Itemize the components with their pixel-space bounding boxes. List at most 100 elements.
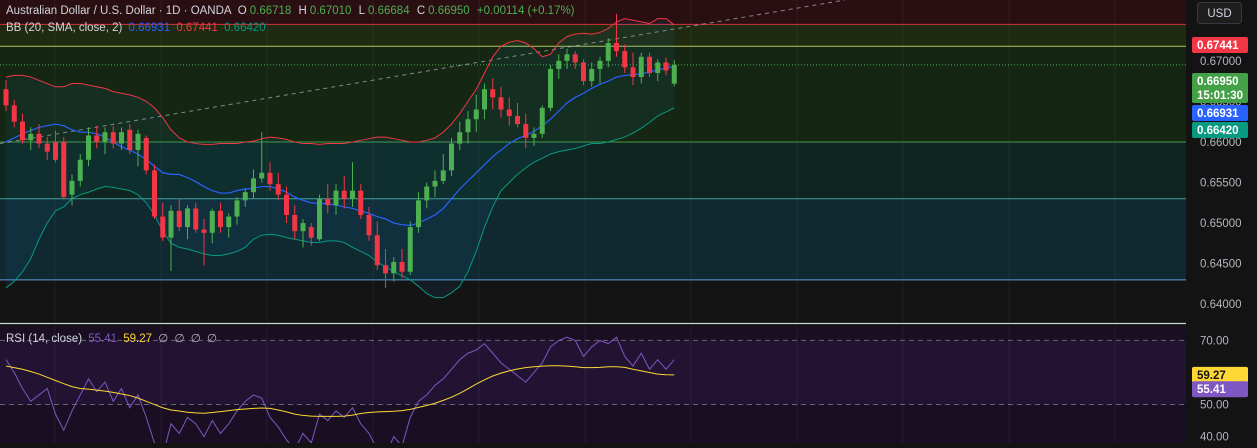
- candle-body: [308, 227, 314, 238]
- candle-body: [36, 133, 42, 144]
- candle-body: [135, 133, 141, 151]
- candle-body: [341, 190, 347, 199]
- rsi-extra-1: ∅: [158, 333, 169, 345]
- price-zone-band: [0, 46, 1186, 142]
- rsi-line: [5, 336, 675, 448]
- candle-body: [589, 68, 595, 82]
- bb-name[interactable]: BB (20, SMA, close, 2): [6, 22, 123, 34]
- candle-body: [152, 170, 157, 217]
- open-value: 0.66718: [249, 5, 292, 17]
- candle-body: [663, 62, 669, 71]
- candle-body: [143, 137, 149, 171]
- candle-body: [622, 51, 628, 68]
- candle-body: [358, 190, 364, 215]
- change-value: +0.00114 (+0.17%): [476, 5, 575, 17]
- candle-body: [160, 216, 166, 238]
- bb-legend[interactable]: BB (20, SMA, close, 2) 0.66931 0.67441 0…: [6, 21, 269, 35]
- price-tick-label: 0.67000: [1200, 56, 1242, 68]
- candle-body: [548, 68, 553, 108]
- candle-body: [94, 135, 100, 142]
- trendline: [0, 0, 846, 145]
- candle-body: [11, 105, 17, 122]
- rsi-tag-text: 55.41: [1197, 384, 1226, 396]
- last-price-tag-text: 0.66950: [1197, 76, 1239, 88]
- candle-body: [556, 60, 562, 69]
- price-tick-label: 0.65000: [1200, 218, 1242, 230]
- candle-body: [209, 210, 215, 233]
- candle-body: [605, 42, 611, 61]
- candle-body: [176, 210, 182, 228]
- candle-body: [119, 132, 124, 144]
- high-label: H: [298, 5, 307, 17]
- candle-body: [655, 62, 661, 73]
- candle-body: [242, 192, 248, 201]
- candle-body: [317, 198, 322, 240]
- bb-basis-line: [5, 65, 675, 227]
- candle-body: [630, 67, 636, 78]
- candle-body: [251, 178, 256, 193]
- candle-body: [20, 121, 25, 141]
- currency-button[interactable]: USD: [1197, 2, 1242, 24]
- rsi-ma-tag: [1192, 366, 1248, 383]
- bb-upper-value: 0.67441: [176, 22, 218, 34]
- candle-body: [473, 109, 479, 120]
- candle-body: [86, 135, 91, 160]
- symbol-legend: Australian Dollar / U.S. Dollar · 1D · O…: [6, 4, 578, 18]
- candle-body: [564, 54, 570, 61]
- last-price-tag-text: 15:01:30: [1197, 90, 1243, 102]
- candle-body: [61, 141, 67, 198]
- candle-body: [292, 214, 298, 232]
- price-tick-label: 0.64500: [1200, 259, 1242, 271]
- candle-body: [350, 190, 355, 199]
- close-label: C: [416, 5, 426, 17]
- rsi-name[interactable]: RSI (14, close): [6, 333, 83, 345]
- low-label: L: [358, 5, 366, 17]
- rsi-ma-line: [5, 365, 675, 417]
- rsi-ma-value: 59.27: [123, 333, 153, 345]
- candle-body: [465, 119, 471, 133]
- price-tick-label: 0.65500: [1200, 177, 1242, 189]
- candle-body: [383, 265, 388, 274]
- symbol-title[interactable]: Australian Dollar / U.S. Dollar · 1D · O…: [6, 5, 232, 17]
- candle-body: [638, 56, 644, 78]
- bb-upper-line: [5, 18, 675, 145]
- bb-lower-price-tag: [1192, 122, 1248, 138]
- rsi-tick-label: 70.00: [1200, 335, 1229, 347]
- candle-body: [416, 200, 421, 228]
- candle-body: [432, 180, 438, 187]
- candle-body: [226, 216, 232, 228]
- candle-body: [490, 89, 496, 98]
- candle-body: [440, 170, 446, 181]
- candle-body: [391, 261, 397, 274]
- candle-body: [515, 115, 520, 125]
- price-tick-label: 0.64000: [1200, 299, 1242, 311]
- rsi-tick-label: 40.00: [1200, 432, 1229, 443]
- rsi-extra-3: ∅: [190, 333, 201, 345]
- high-value: 0.67010: [309, 5, 352, 17]
- candle-body: [44, 143, 50, 152]
- candle-body: [110, 132, 116, 144]
- candle-body: [539, 107, 545, 134]
- candle-body: [597, 60, 603, 69]
- bb-lower-value: 0.66420: [224, 22, 266, 34]
- price-zone-band: [0, 279, 1186, 322]
- candle-body: [69, 180, 75, 195]
- rsi-legend[interactable]: RSI (14, close) 55.41 59.27 ∅ ∅ ∅ ∅: [6, 332, 220, 346]
- candle-body: [3, 89, 9, 106]
- candle-body: [127, 129, 133, 151]
- candle-body: [523, 124, 529, 138]
- candle-body: [275, 184, 281, 195]
- candle-body: [482, 89, 487, 110]
- candle-body: [671, 64, 677, 84]
- candle-body: [647, 56, 652, 73]
- candle-body: [457, 132, 463, 144]
- candle-body: [572, 54, 578, 63]
- candle-body: [300, 223, 306, 232]
- candle-body: [102, 132, 108, 142]
- rsi-extra-4: ∅: [206, 333, 217, 345]
- candle-body: [218, 210, 223, 228]
- candle-body: [234, 200, 240, 217]
- candle-body: [168, 210, 174, 238]
